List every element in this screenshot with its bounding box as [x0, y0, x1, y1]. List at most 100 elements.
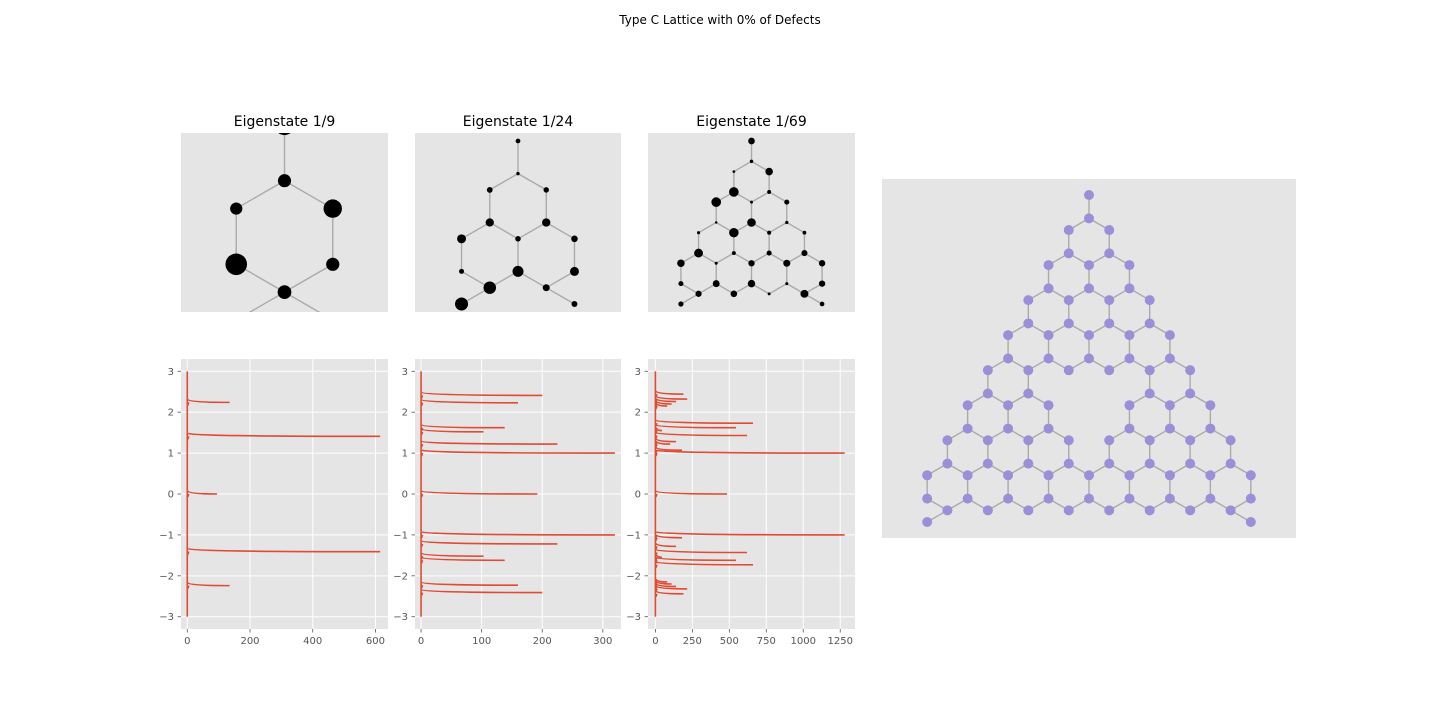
spectrum-peak [187, 398, 230, 406]
lattice-node [459, 268, 465, 274]
eigenstate-panel-3: Eigenstate 1/69 [648, 114, 855, 312]
spectrum-peak [420, 490, 538, 498]
y-tick-label: 2 [402, 408, 408, 419]
lattice-node [571, 235, 578, 243]
lattice-node [1084, 190, 1094, 200]
y-tick-label: 3 [402, 367, 408, 378]
lattice-node [543, 187, 549, 193]
y-tick-label: −3 [159, 612, 174, 623]
spectrum-peak [655, 449, 845, 457]
lattice-node [1205, 400, 1216, 411]
lattice-edge [768, 221, 788, 234]
y-tick-label: 1 [168, 449, 174, 460]
lattice-node [942, 458, 953, 469]
lattice-node [325, 312, 341, 328]
lattice-node [748, 137, 755, 145]
spectrum-peak [655, 419, 753, 427]
x-tick-label: 0 [652, 636, 658, 647]
lattice-node [1245, 493, 1256, 504]
x-tick-label: 1250 [827, 636, 852, 647]
spectrum-peak [420, 581, 519, 589]
lattice-node [818, 260, 826, 267]
lattice-node [1003, 400, 1014, 411]
lattice-node [1104, 365, 1115, 376]
lattice-node [922, 493, 933, 504]
lattice-node [1124, 470, 1135, 481]
spectrum-peak [420, 556, 505, 564]
lattice-node [1245, 517, 1256, 527]
lattice-node [486, 186, 493, 193]
lattice-node [729, 187, 739, 197]
lattice-node [1023, 458, 1034, 469]
lattice-node [1084, 283, 1094, 294]
lattice-node [802, 230, 807, 235]
lattice-node [962, 493, 973, 504]
large-lattice-panel [882, 179, 1296, 538]
lattice-node [1063, 505, 1074, 516]
lattice-edge [489, 221, 519, 240]
lattice-node [1104, 248, 1115, 259]
lattice-edge [698, 221, 717, 234]
lattice-node [1084, 260, 1094, 271]
lattice-node [326, 257, 340, 271]
lattice-edge [461, 221, 491, 240]
lattice-node [1205, 470, 1216, 481]
lattice-node [1104, 295, 1115, 306]
lattice-node [1164, 353, 1175, 364]
lattice-node [1205, 423, 1216, 434]
lattice-node [747, 218, 756, 227]
spectrum-peak [420, 391, 543, 399]
lattice-node [515, 236, 521, 242]
y-tick-label: 1 [402, 449, 408, 460]
lattice-node [982, 365, 993, 376]
x-tick-label: 0 [418, 636, 424, 647]
lattice-node [1144, 458, 1155, 469]
lattice-edge [284, 263, 334, 293]
lattice-node [1063, 435, 1074, 446]
lattice-node [1185, 388, 1196, 399]
lattice-node [1084, 353, 1094, 364]
lattice-node [1104, 225, 1115, 236]
lattice-node [982, 435, 993, 446]
eigenstate-panel-2: Eigenstate 1/24 [415, 114, 621, 312]
lattice-node [483, 281, 497, 294]
lattice-node [1023, 365, 1034, 376]
lattice-node [1063, 318, 1074, 329]
lattice-node [922, 517, 933, 527]
lattice-node [1144, 388, 1155, 399]
lattice-node [818, 280, 826, 287]
spectrum-peak [420, 428, 484, 436]
x-tick-label: 300 [593, 636, 612, 647]
spectrum-peak [655, 431, 748, 439]
y-tick-label: −2 [626, 571, 641, 582]
spectrum-peak [420, 449, 615, 457]
lattice-edge [715, 252, 735, 264]
lattice-node [767, 292, 771, 296]
lattice-node [766, 250, 772, 256]
y-tick-label: 3 [635, 367, 641, 378]
lattice-node [749, 159, 754, 164]
lattice-node [1003, 330, 1014, 341]
lattice-node [1144, 435, 1155, 446]
lattice-node [765, 167, 773, 176]
lattice-node [1144, 505, 1155, 516]
spectrum-peak [655, 490, 728, 498]
lattice-node [1023, 388, 1034, 399]
y-tick-label: 0 [168, 490, 174, 501]
lattice-node [1225, 435, 1236, 446]
lattice-edge [545, 287, 575, 305]
figure-suptitle: Type C Lattice with 0% of Defects [618, 13, 820, 27]
lattice-node [516, 171, 520, 176]
lattice-node [1023, 318, 1034, 329]
lattice-node [1043, 283, 1054, 294]
lattice-node [1084, 213, 1094, 224]
spectrum-peak [420, 552, 484, 560]
lattice-node [1043, 330, 1054, 341]
lattice-node [1164, 423, 1175, 434]
lattice-node [1185, 365, 1196, 376]
x-tick-label: 750 [757, 636, 776, 647]
lattice-node [1043, 260, 1054, 271]
lattice-edge [545, 270, 575, 289]
lattice-node [1003, 423, 1014, 434]
lattice-node [1043, 400, 1054, 411]
